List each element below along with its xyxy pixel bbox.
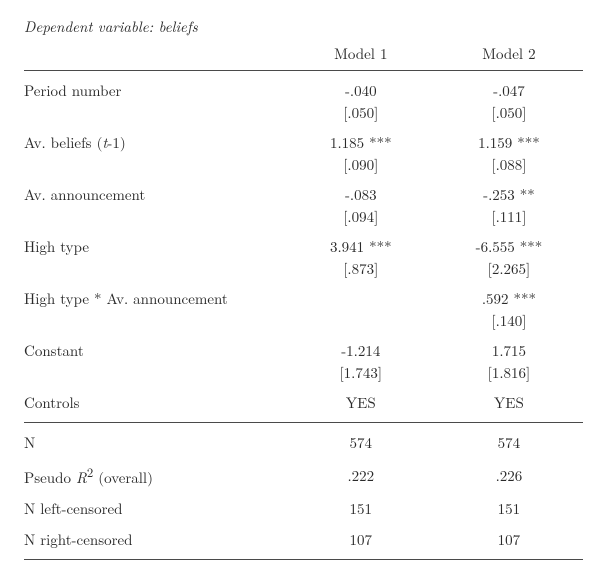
estimate-m1: 1.185 ***	[287, 126, 435, 153]
stat-m1: 107	[287, 524, 435, 560]
stderr-m2: [.088]	[435, 153, 583, 178]
stat-m1: 151	[287, 493, 435, 524]
estimate-m2: -.047	[435, 71, 583, 102]
stderr-m1: [.090]	[287, 153, 435, 178]
row-label: High type	[24, 230, 287, 257]
stat-m1: .222	[287, 458, 435, 493]
estimate-m1: 3.941 ***	[287, 230, 435, 257]
row-label-blank	[24, 153, 287, 178]
estimate-m2: 1.715	[435, 334, 583, 361]
estimate-m2: -6.555 ***	[435, 230, 583, 257]
stderr-m2: [2.265]	[435, 257, 583, 282]
regression-table: Model 1 Model 2 Period number-.040-.047[…	[24, 39, 583, 560]
stderr-m2: [1.816]	[435, 361, 583, 386]
stderr-m2: [.050]	[435, 101, 583, 126]
estimate-m1: -.040	[287, 71, 435, 102]
header-model-2: Model 2	[435, 39, 583, 71]
stderr-m1	[287, 309, 435, 334]
estimate-m1: YES	[287, 386, 435, 423]
row-label: Period number	[24, 71, 287, 102]
stat-m2: .226	[435, 458, 583, 493]
stderr-m1: [1.743]	[287, 361, 435, 386]
stat-m2: 151	[435, 493, 583, 524]
stat-m2: 574	[435, 423, 583, 459]
estimate-m2: -.253 **	[435, 178, 583, 205]
stat-label: N left-censored	[24, 493, 287, 524]
dependent-variable-label: Dependent variable: beliefs	[24, 16, 583, 37]
estimate-m2: 1.159 ***	[435, 126, 583, 153]
stat-label: Pseudo R2 (overall)	[24, 458, 287, 493]
row-label-blank	[24, 257, 287, 282]
stat-label: N right-censored	[24, 524, 287, 560]
row-label-blank	[24, 205, 287, 230]
row-label-blank	[24, 309, 287, 334]
stat-m1: 574	[287, 423, 435, 459]
row-label-blank	[24, 101, 287, 126]
row-label: Constant	[24, 334, 287, 361]
estimate-m1	[287, 282, 435, 309]
row-label: Av. announcement	[24, 178, 287, 205]
stderr-m1: [.094]	[287, 205, 435, 230]
row-label: Av. beliefs (t-1)	[24, 126, 287, 153]
estimate-m2: YES	[435, 386, 583, 423]
stat-label: N	[24, 423, 287, 459]
row-label: High type * Av. announcement	[24, 282, 287, 309]
header-blank	[24, 39, 287, 71]
stderr-m2: [.140]	[435, 309, 583, 334]
estimate-m1: -1.214	[287, 334, 435, 361]
estimate-m2: .592 ***	[435, 282, 583, 309]
stat-m2: 107	[435, 524, 583, 560]
row-label-blank	[24, 361, 287, 386]
stderr-m2: [.111]	[435, 205, 583, 230]
stderr-m1: [.050]	[287, 101, 435, 126]
stderr-m1: [.873]	[287, 257, 435, 282]
header-model-1: Model 1	[287, 39, 435, 71]
row-label: Controls	[24, 386, 287, 423]
estimate-m1: -.083	[287, 178, 435, 205]
